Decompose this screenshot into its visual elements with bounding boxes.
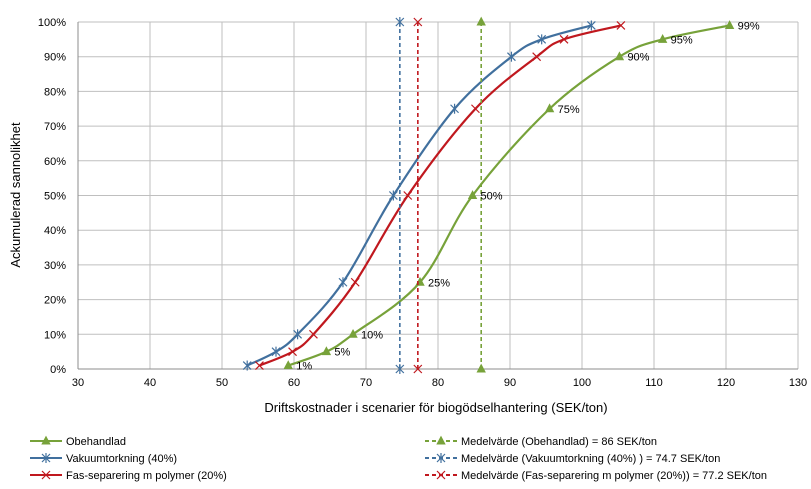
y-tick-label: 20%	[44, 295, 66, 307]
x-tick-label: 70	[360, 377, 372, 389]
legend-label: Medelvärde (Vakuumtorkning (40%) ) = 74.…	[461, 453, 720, 465]
tick-labels: 30 40 50 60 70 80 90 100 110 120 130 0% 10% 20% 30% 40%…	[38, 17, 807, 389]
series-5	[413, 17, 423, 374]
legend-label: Medelvärde (Obehandlad) = 86 SEK/ton	[461, 436, 657, 448]
data-label: 50%	[481, 191, 503, 203]
legend-label: Medelvärde (Fas-separering m polymer (20…	[461, 470, 767, 482]
x-tick-label: 40	[144, 377, 156, 389]
data-point	[507, 51, 516, 62]
x-tick-label: 30	[72, 377, 84, 389]
data-label: 75%	[558, 104, 580, 116]
legend-item: Medelvärde (Vakuumtorkning (40%) ) = 74.…	[425, 453, 720, 465]
data-point	[559, 34, 569, 44]
data-point	[309, 329, 318, 339]
data-point	[283, 360, 293, 370]
data-point	[476, 363, 486, 373]
y-axis-title: Ackumulerad sannolikhet	[8, 122, 23, 268]
data-point	[413, 364, 423, 374]
y-tick-label: 50%	[44, 191, 66, 203]
legend-item: Medelvärde (Fas-separering m polymer (20…	[425, 470, 767, 482]
data-point	[271, 346, 281, 357]
data-point	[338, 277, 348, 288]
legend-item: Medelvärde (Obehandlad) = 86 SEK/ton	[425, 435, 657, 448]
data-point	[544, 103, 555, 113]
series-3	[476, 16, 486, 373]
x-tick-label: 120	[717, 377, 735, 389]
x-tick-label: 100	[573, 377, 591, 389]
legend-item: Obehandlad	[30, 435, 126, 448]
data-point	[724, 20, 735, 29]
series-layer	[242, 16, 735, 374]
data-label: 1%	[296, 361, 312, 373]
legend: Obehandlad Vakuumtorkning (40%) Fas-separe…	[30, 435, 767, 482]
data-point	[413, 17, 423, 27]
data-point	[288, 347, 297, 357]
data-point	[586, 20, 596, 31]
data-label: 10%	[361, 329, 383, 341]
legend-marker	[436, 435, 446, 445]
x-tick-label: 60	[288, 377, 300, 389]
series-4	[395, 17, 405, 374]
x-tick-label: 130	[789, 377, 807, 389]
legend-item: Vakuumtorkning (40%)	[30, 453, 177, 465]
x-tick-label: 90	[504, 377, 516, 389]
legend-label: Fas-separering m polymer (20%)	[66, 470, 227, 482]
data-label: 99%	[738, 20, 760, 32]
data-point	[614, 51, 625, 61]
legend-marker	[41, 435, 51, 445]
y-tick-label: 80%	[44, 86, 66, 98]
data-label: 25%	[428, 277, 450, 289]
data-labels: 1% 5% 10% 25% 50% 75% 90% 95% 99%	[296, 20, 760, 372]
series-0	[283, 20, 735, 370]
data-point	[467, 190, 478, 199]
x-tick-label: 80	[432, 377, 444, 389]
legend-item: Fas-separering m polymer (20%)	[30, 470, 227, 482]
legend-marker	[41, 470, 51, 480]
data-point	[403, 191, 413, 200]
data-point	[450, 103, 459, 114]
data-point	[348, 328, 358, 338]
x-axis-title: Driftskostnader i scenarier för biogödse…	[264, 400, 607, 415]
y-tick-label: 90%	[44, 52, 66, 64]
data-point	[476, 16, 486, 26]
grid	[77, 21, 799, 370]
series-2	[255, 21, 626, 370]
data-point	[537, 34, 547, 45]
data-label: 5%	[334, 347, 350, 359]
legend-label: Vakuumtorkning (40%)	[66, 453, 177, 465]
data-point	[321, 346, 332, 356]
legend-marker	[41, 453, 51, 463]
data-point	[616, 21, 626, 30]
y-tick-label: 0%	[50, 364, 66, 376]
legend-marker	[436, 470, 446, 480]
y-tick-label: 70%	[44, 121, 66, 133]
y-tick-label: 60%	[44, 156, 66, 168]
legend-label: Obehandlad	[66, 436, 126, 448]
data-point	[657, 34, 668, 43]
data-point	[242, 360, 252, 371]
data-point	[471, 104, 480, 114]
data-point	[395, 17, 405, 27]
data-label: 90%	[627, 52, 649, 64]
x-tick-label: 110	[645, 377, 663, 389]
data-point	[255, 361, 264, 370]
data-label: 95%	[671, 34, 693, 46]
data-point	[388, 190, 398, 201]
data-point	[293, 329, 303, 340]
series-1	[242, 20, 596, 371]
data-point	[395, 364, 405, 374]
y-tick-label: 10%	[44, 329, 66, 341]
axes	[77, 22, 798, 370]
y-tick-label: 100%	[38, 17, 66, 29]
x-tick-label: 50	[216, 377, 228, 389]
y-tick-label: 40%	[44, 225, 66, 237]
legend-marker	[436, 453, 446, 463]
y-tick-label: 30%	[44, 260, 66, 272]
data-point	[532, 52, 542, 62]
data-point	[350, 277, 360, 287]
